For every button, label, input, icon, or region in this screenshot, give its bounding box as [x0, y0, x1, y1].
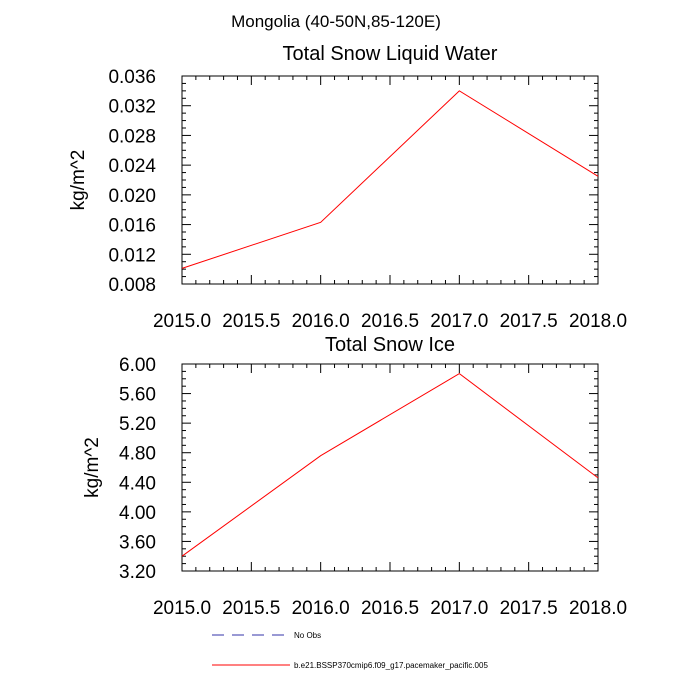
chart-bottom-title: Total Snow Ice	[325, 334, 455, 356]
chart-bottom-frame	[181, 363, 599, 572]
chart-top-xtick-label: 2017.5	[500, 311, 558, 332]
chart-bottom-ytick-label: 5.20	[119, 414, 156, 435]
chart-top-title: Total Snow Liquid Water	[283, 43, 498, 65]
chart-bottom-xtick-label: 2016.0	[292, 598, 350, 619]
chart-top-xtick-label: 2016.0	[292, 311, 350, 332]
chart-bottom-xtick-label: 2017.5	[500, 598, 558, 619]
chart-top-xtick-label: 2018.0	[569, 311, 627, 332]
chart-bottom: Total Snow Ice 2015.0 2015.5 2016.0 2016.5 20…	[82, 334, 627, 619]
chart-top-ytick-label: 0.024	[108, 156, 156, 177]
chart-bottom-ylabel: kg/m^2	[82, 437, 103, 498]
chart-top-ytick-label: 0.008	[108, 275, 156, 296]
chart-top-ytick-label: 0.020	[108, 186, 156, 207]
chart-top-series-line	[181, 90, 599, 269]
chart-top-ylabel: kg/m^2	[68, 150, 89, 211]
chart-top-xtick-label: 2016.5	[361, 311, 419, 332]
chart-bottom-ytick-label: 4.00	[119, 503, 156, 524]
figure-suptitle: Mongolia (40-50N,85-120E)	[231, 12, 441, 31]
chart-top-xtick-label: 2017.0	[430, 311, 488, 332]
chart-top-ytick-label: 0.012	[108, 245, 156, 266]
chart-bottom-xtick-label: 2017.0	[430, 598, 488, 619]
legend: No Obs b.e21.BSSP370cmip6.f09_g17.pacema…	[212, 631, 488, 670]
chart-bottom-xtick-label: 2015.0	[153, 598, 211, 619]
chart-bottom-ytick-label: 6.00	[119, 355, 156, 376]
chart-top-ytick-label: 0.032	[108, 97, 156, 118]
chart-bottom-ytick-label: 5.60	[119, 385, 156, 406]
chart-top-frame	[181, 75, 599, 285]
chart-top-ytick-label: 0.028	[108, 126, 156, 147]
chart-top-xtick-label: 2015.0	[153, 311, 211, 332]
chart-top-ytick-label: 0.036	[108, 67, 156, 88]
legend-no-obs-label: No Obs	[294, 631, 321, 640]
chart-top-xtick-label: 2015.5	[222, 311, 280, 332]
chart-bottom-xtick-label: 2015.5	[222, 598, 280, 619]
chart-bottom-ytick-label: 3.60	[119, 532, 156, 553]
chart-top-ytick-label: 0.016	[108, 216, 156, 237]
chart-bottom-ytick-label: 4.40	[119, 473, 156, 494]
chart-bottom-series-line	[181, 373, 599, 557]
chart-bottom-ytick-label: 3.20	[119, 562, 156, 583]
chart-bottom-xtick-label: 2016.5	[361, 598, 419, 619]
chart-bottom-ytick-label: 4.80	[119, 444, 156, 465]
chart-bottom-xtick-label: 2018.0	[569, 598, 627, 619]
chart-top: Total Snow Liquid Water 2015.0 2015.5 2016.…	[68, 43, 627, 332]
legend-series-label: b.e21.BSSP370cmip6.f09_g17.pacemaker_pac…	[294, 661, 488, 670]
